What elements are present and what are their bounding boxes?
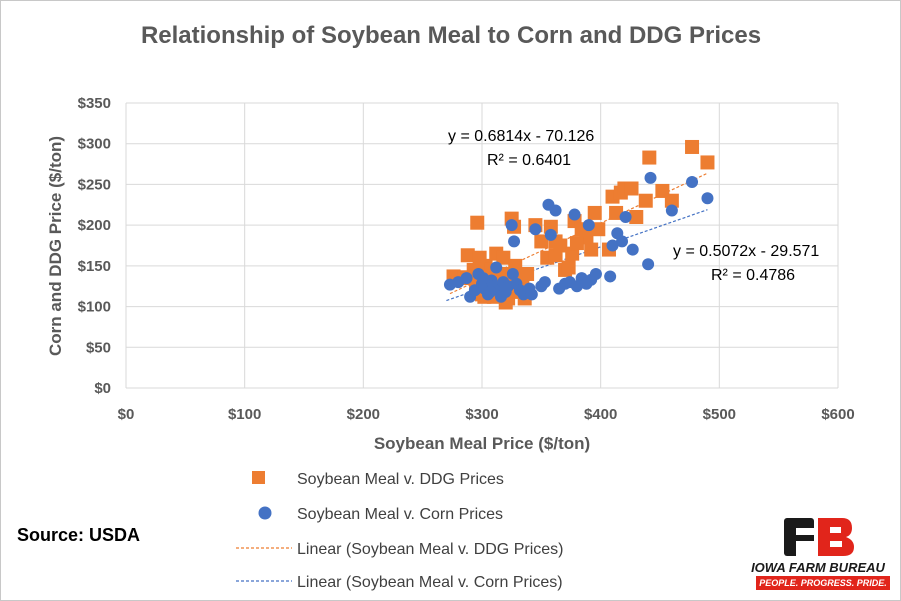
corn-point <box>538 276 551 289</box>
legend-item-corn-trend: Linear (Soybean Meal v. Corn Prices) <box>236 574 563 591</box>
logo-name: IOWA FARM BUREAU <box>751 560 885 575</box>
y-tick-label: $250 <box>78 176 111 193</box>
ddg-point <box>561 260 576 275</box>
corn-point <box>484 285 497 298</box>
y-tick-label: $50 <box>86 339 111 356</box>
logo-letter-b-block <box>818 518 854 556</box>
ddg-point <box>460 248 475 263</box>
x-tick-label: $300 <box>465 406 498 423</box>
legend: Soybean Meal v. DDG Prices Soybean Meal … <box>236 471 563 591</box>
ddg-point <box>584 242 599 257</box>
y-tick-label: $0 <box>94 380 111 397</box>
corn-point <box>616 235 629 248</box>
x-tick-label: $400 <box>584 406 617 423</box>
y-axis-title: Corn and DDG Price ($/ton) <box>46 136 65 356</box>
legend-square-marker <box>252 471 265 484</box>
ddg-point <box>629 210 644 224</box>
x-tick-label: $0 <box>118 406 135 423</box>
corn-trend-r2: R² = 0.4786 <box>711 267 795 284</box>
y-tick-label: $100 <box>78 299 111 316</box>
ddg-point <box>609 205 624 220</box>
ddg-point <box>534 234 549 249</box>
ddg-point <box>591 222 606 237</box>
corn-point <box>686 175 699 188</box>
ddg-point <box>565 246 580 261</box>
corn-point <box>568 208 581 221</box>
corn-point <box>665 204 678 217</box>
legend-item-ddg-trend: Linear (Soybean Meal v. DDG Prices) <box>236 541 563 558</box>
corn-point <box>701 192 714 205</box>
legend-circle-marker <box>258 506 272 520</box>
legend-label-ddg-trend: Linear (Soybean Meal v. DDG Prices) <box>297 541 563 558</box>
ddg-point <box>700 155 715 170</box>
corn-point <box>490 261 503 274</box>
gridlines <box>125 102 839 389</box>
corn-point <box>544 228 557 241</box>
corn-point <box>619 211 632 223</box>
ddg-trend-equation: y = 0.6814x - 70.126 <box>448 128 594 145</box>
ddg-point <box>520 267 535 281</box>
ddg-point <box>685 139 700 154</box>
ddg-point <box>642 150 657 165</box>
tick-labels: $0 $100 $200 $300 $400 $500 $600 $0 $50 $100 $150 $… <box>78 95 855 423</box>
logo-tagline-band <box>756 576 890 590</box>
corn-point <box>508 235 521 248</box>
y-tick-label: $300 <box>78 136 111 153</box>
chart-title: Relationship of Soybean Meal to Corn and… <box>141 22 761 49</box>
source-note: Source: USDA <box>17 525 140 545</box>
ddg-point <box>664 193 679 208</box>
corn-point <box>525 288 538 301</box>
ddg-point <box>638 193 653 208</box>
corn-point <box>644 171 657 184</box>
legend-item-ddg: Soybean Meal v. DDG Prices <box>252 471 504 488</box>
x-axis-title: Soybean Meal Price ($/ton) <box>374 434 590 453</box>
corn-point <box>606 239 619 252</box>
corn-trend-equation: y = 0.5072x - 29.571 <box>673 243 819 260</box>
ddg-point <box>569 236 584 251</box>
legend-label-corn-trend: Linear (Soybean Meal v. Corn Prices) <box>297 574 563 591</box>
data-points <box>443 139 715 310</box>
corn-point <box>505 219 518 232</box>
ddg-point <box>470 215 485 230</box>
x-tick-label: $100 <box>228 406 261 423</box>
y-tick-label: $200 <box>78 217 111 234</box>
ddg-point <box>496 250 511 265</box>
x-tick-label: $500 <box>703 406 736 423</box>
logo-tagline: PEOPLE. PROGRESS. PRIDE. <box>759 578 887 588</box>
corn-point <box>529 223 542 236</box>
ddg-point <box>587 205 602 220</box>
iowa-farm-bureau-logo: IOWA FARM BUREAU PEOPLE. PROGRESS. PRIDE… <box>751 518 890 590</box>
legend-label-corn: Soybean Meal v. Corn Prices <box>297 506 503 523</box>
x-tick-label: $200 <box>347 406 380 423</box>
legend-label-ddg: Soybean Meal v. DDG Prices <box>297 471 504 488</box>
corn-point <box>642 258 655 271</box>
y-tick-label: $150 <box>78 258 111 275</box>
corn-point <box>604 270 617 283</box>
corn-point <box>626 243 639 256</box>
corn-point <box>477 272 490 285</box>
corn-point <box>506 268 519 280</box>
ddg-trend-r2: R² = 0.6401 <box>487 152 571 169</box>
corn-point <box>589 268 602 280</box>
corn-point <box>582 219 595 232</box>
ddg-point <box>624 181 639 196</box>
corn-point <box>460 272 473 285</box>
y-tick-label: $350 <box>78 95 111 112</box>
corn-point <box>549 204 562 217</box>
x-tick-label: $600 <box>821 406 854 423</box>
legend-item-corn: Soybean Meal v. Corn Prices <box>258 506 503 523</box>
